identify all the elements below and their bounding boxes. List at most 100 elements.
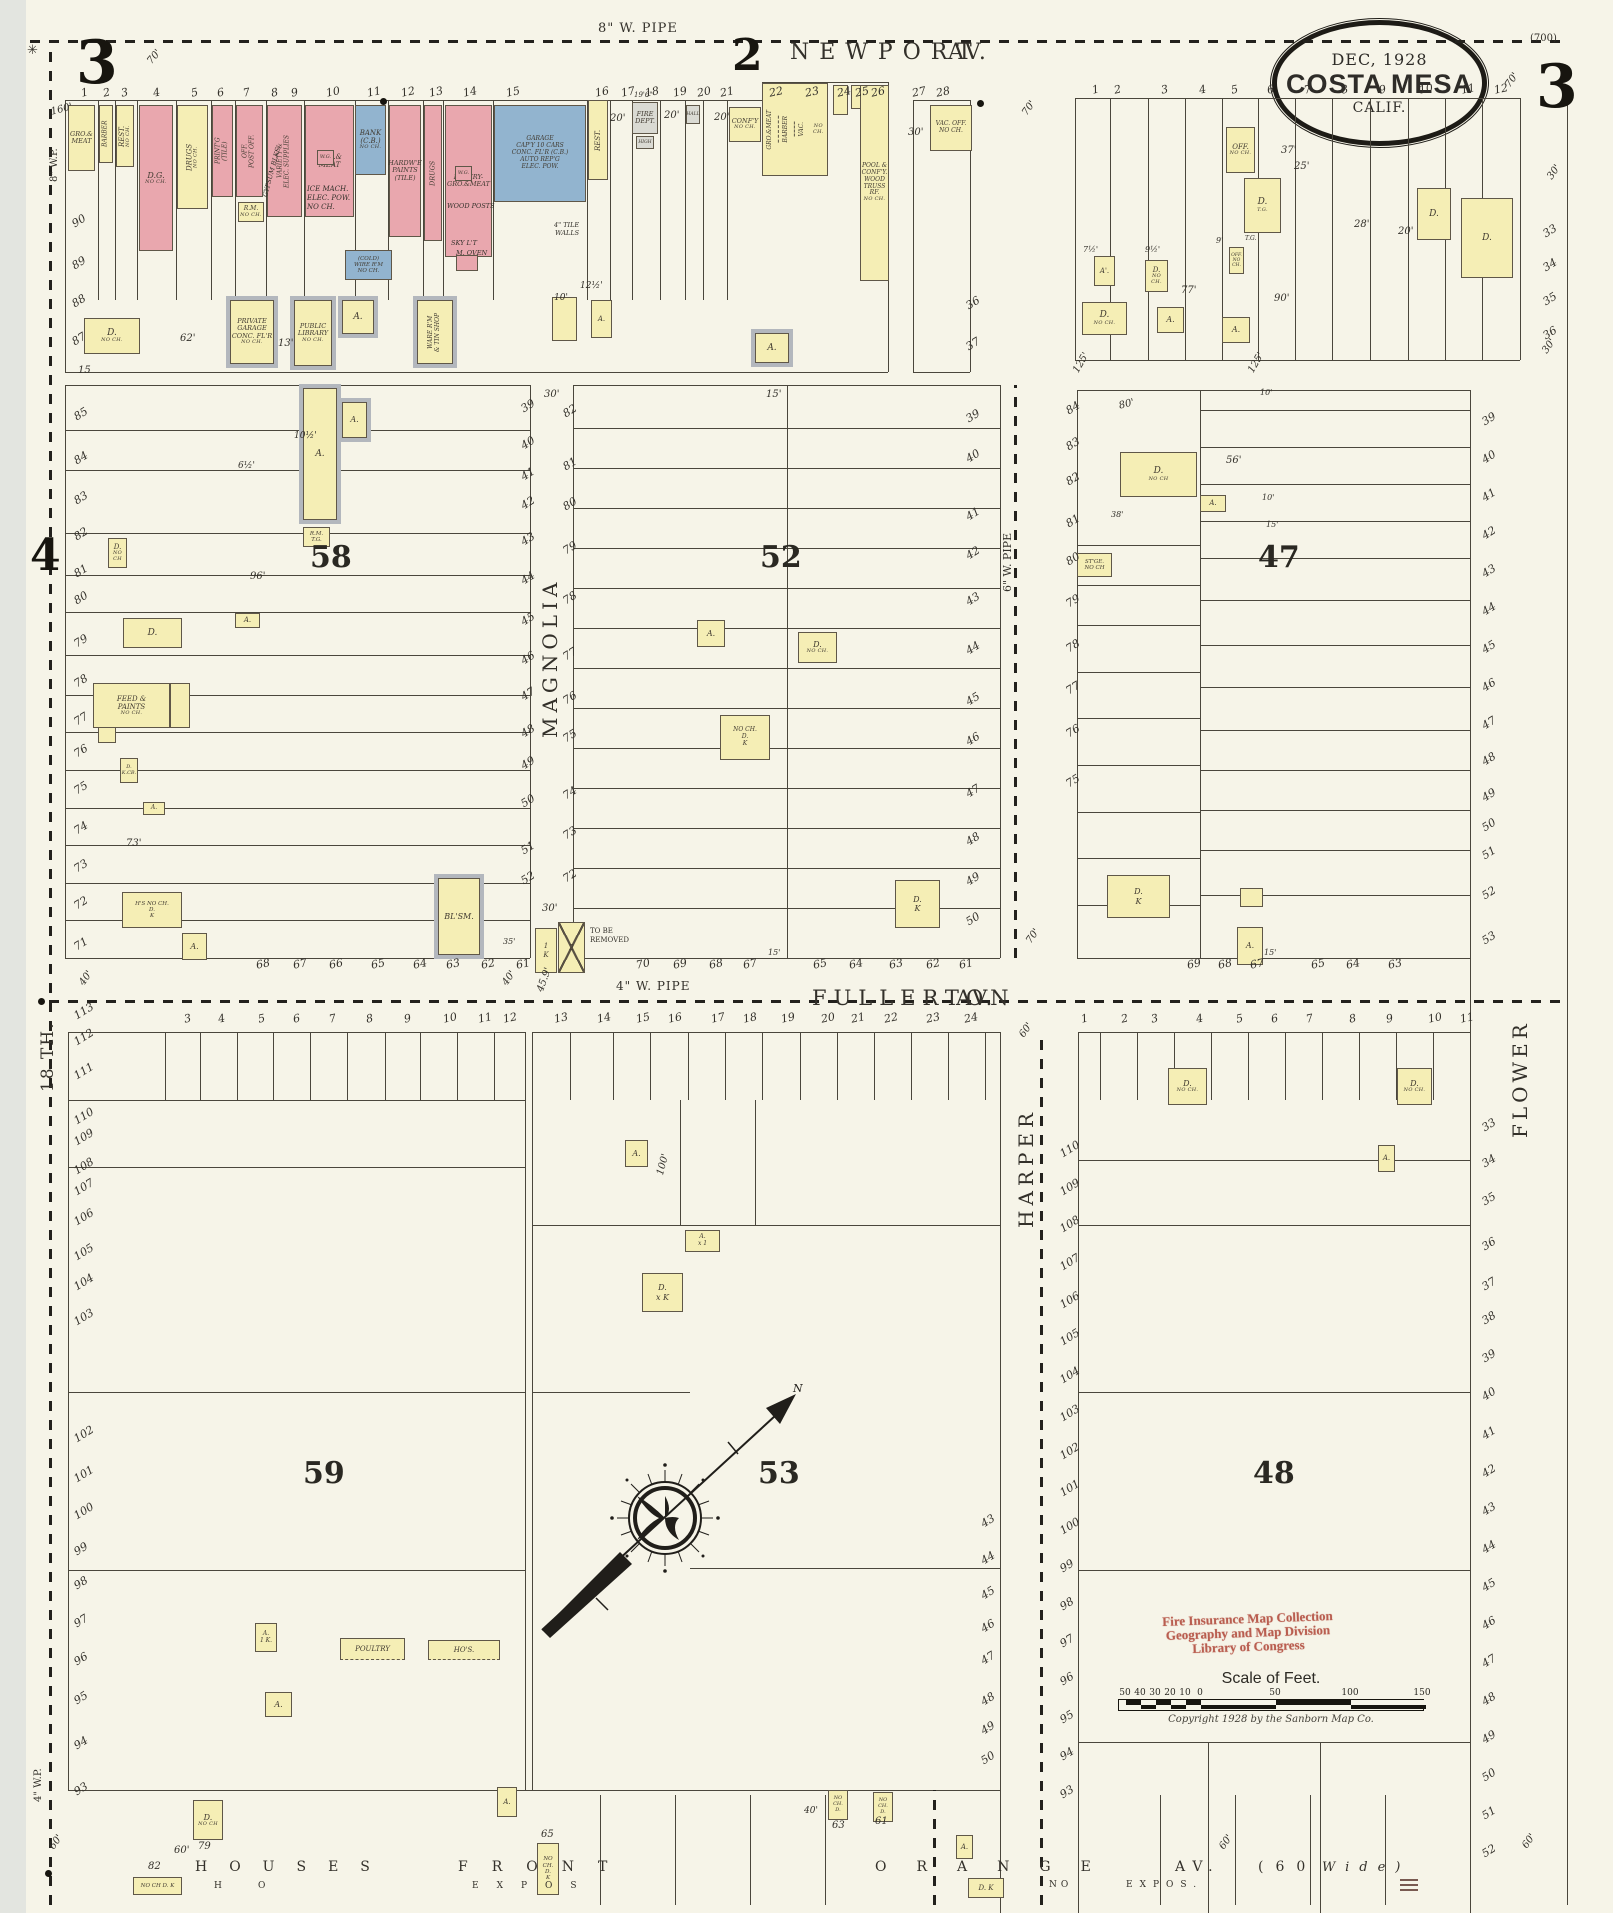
map-line [573,908,1000,909]
scale-label: 150 [1413,1688,1431,1698]
map-line [65,385,66,958]
building-label: NO CH. [542,1856,554,1869]
scale-of-feet: Scale of Feet. 50 40 30 20 10 0 50 100 150 Copyr… [1118,1670,1431,1725]
lot-number: 75 [1063,771,1083,791]
lot-number: 79 [1063,591,1083,611]
lot-number: 48 [1479,749,1499,769]
lot-number: 8 [364,1011,375,1026]
building-label: & TIN SHOP [434,312,441,352]
building: A. [1157,307,1184,333]
map-line [703,100,704,300]
pipe-line [30,40,1567,43]
building: A. [182,933,207,960]
lot-number: 105 [71,1241,97,1264]
building: BL'SM. [438,878,480,955]
building: A. 1 K. [255,1623,277,1652]
map-line [911,1032,912,1100]
map-line [613,1032,614,1100]
building-label: NO [1232,257,1241,263]
compass-north-letter: N [792,1382,803,1395]
lot-number: 39 [518,396,538,416]
lot-number: 72 [71,893,91,913]
lot-number: 23 [803,84,821,100]
building-label: BL'SM. [444,911,474,921]
building-label: ELEC. POW. [521,162,559,170]
map-line [1077,858,1200,859]
measurement: 40' [804,1806,818,1816]
building-note: NO CH. [806,648,829,655]
lot-number: 11 [476,1010,494,1026]
measurement: 9' [1216,236,1224,245]
lot-number: 44 [978,1548,998,1568]
map-line [457,1032,458,1100]
map-line [1077,390,1470,391]
lot-number: 51 [1479,1803,1499,1823]
building-label: K [742,739,748,747]
building-label: CONF'Y [731,116,759,125]
map-line [1000,385,1001,958]
building-label: A. [1245,941,1255,951]
building-label: PAINTS [392,166,418,175]
building [170,683,190,728]
building: W.G. [455,166,472,181]
lot-number: 37 [963,334,983,354]
measurement: ICE MACH. [307,185,349,193]
lot-number: 99 [1057,1556,1077,1576]
scale-label: 20 [1164,1688,1176,1698]
building: D. K [968,1878,1004,1898]
measurement: (700) [1530,33,1557,44]
building-label: D. [203,1812,213,1822]
building-label: K [545,1875,551,1882]
map-line [1148,98,1149,360]
lot-number: 74 [71,818,91,838]
lot-number: 11 [1459,81,1477,97]
map-line [1322,1032,1323,1100]
lot-number: 26 [869,84,887,100]
lot-number: 50 [1479,1765,1499,1785]
building: OFF. NO CH. [1229,247,1244,274]
map-line [1200,645,1470,646]
lot-number: 96 [71,1649,91,1669]
lot-number: 106 [71,1206,97,1229]
lot-number: 49 [518,753,538,773]
measurement: 40' [77,968,96,988]
building: NO CH. D. K [720,715,770,760]
map-line [573,868,1000,869]
building-label: TRUSS RF. [863,182,886,197]
building-label: D. [813,640,822,650]
scale-label: 30 [1149,1688,1161,1698]
lot-number: 33 [1540,221,1560,241]
lot-number: 16 [593,84,611,100]
map-line [310,1032,311,1100]
building: A. [235,613,260,628]
lot-number: 94 [1057,1744,1077,1764]
building: A. [342,300,374,334]
lot-number: 12 [399,84,417,100]
lot-number: 112 [71,1026,97,1049]
building: VAC. OFF. NO CH. [930,105,972,151]
map-line [573,628,1000,629]
building: D. NO CH [108,538,127,568]
lot-number: 76 [560,688,580,708]
map-line [1078,1392,1470,1393]
scale-label: 0 [1197,1688,1203,1698]
lot-number: 108 [71,1155,97,1178]
map-line [1200,850,1470,851]
building-label: D. [149,906,155,913]
building-label: A. [350,415,359,425]
map-line [65,695,530,696]
map-line [1137,1032,1138,1100]
lot-number: 50 [518,791,538,811]
building-label: H'S NO CH. [135,900,169,907]
map-line [573,788,1000,789]
building: (COLD) WIRE R'M NO CH. [345,250,392,280]
building: D. NO CH. [1397,1068,1432,1105]
map-line [1078,1742,1470,1743]
building-label: A. [1209,499,1217,508]
lot-number: 62 [924,956,942,972]
map-line [68,1167,525,1168]
building-label: HALL [686,111,700,117]
building-label: CH. [1232,263,1241,269]
building-label: D. [658,1283,667,1293]
